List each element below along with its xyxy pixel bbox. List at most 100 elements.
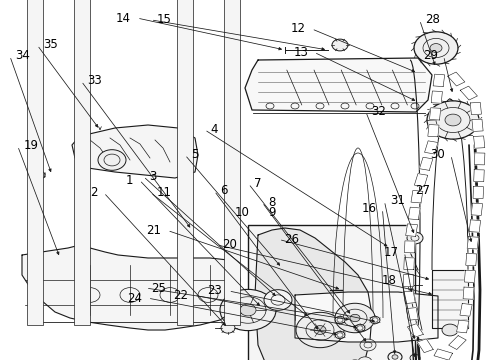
Circle shape <box>441 324 457 336</box>
Polygon shape <box>424 141 437 154</box>
Circle shape <box>331 39 347 51</box>
Circle shape <box>35 171 45 179</box>
Polygon shape <box>406 308 417 320</box>
Text: 7: 7 <box>254 177 261 190</box>
Text: 33: 33 <box>87 75 102 87</box>
Circle shape <box>295 312 343 348</box>
Polygon shape <box>430 91 442 103</box>
Text: 9: 9 <box>267 206 275 219</box>
Bar <box>224 0 240 325</box>
Polygon shape <box>447 336 465 350</box>
Text: 22: 22 <box>173 289 188 302</box>
Circle shape <box>220 289 275 330</box>
Text: 12: 12 <box>290 22 305 35</box>
Text: 28: 28 <box>425 13 439 26</box>
Text: 19: 19 <box>23 139 39 152</box>
Polygon shape <box>456 320 468 333</box>
Circle shape <box>98 150 126 170</box>
Text: 13: 13 <box>293 46 307 59</box>
Text: 4: 4 <box>210 123 217 136</box>
Circle shape <box>334 331 345 339</box>
Text: 16: 16 <box>361 202 376 215</box>
Text: 18: 18 <box>381 274 395 287</box>
Text: 26: 26 <box>284 233 299 246</box>
Circle shape <box>429 44 441 53</box>
Polygon shape <box>413 174 427 187</box>
Text: 32: 32 <box>371 105 386 118</box>
Text: 11: 11 <box>156 186 171 199</box>
Polygon shape <box>431 270 467 328</box>
Polygon shape <box>464 270 474 283</box>
Polygon shape <box>473 153 484 165</box>
Polygon shape <box>471 119 482 131</box>
Polygon shape <box>428 108 440 120</box>
Polygon shape <box>403 291 414 303</box>
Text: 35: 35 <box>43 39 58 51</box>
Polygon shape <box>462 287 473 299</box>
Text: 8: 8 <box>267 196 275 209</box>
Circle shape <box>426 101 478 139</box>
Text: 21: 21 <box>146 224 161 237</box>
Text: 31: 31 <box>389 194 404 207</box>
Polygon shape <box>403 258 413 270</box>
Text: 20: 20 <box>222 238 237 251</box>
Circle shape <box>313 325 325 334</box>
Polygon shape <box>294 292 437 342</box>
Polygon shape <box>470 203 482 216</box>
Polygon shape <box>465 253 476 266</box>
Polygon shape <box>433 349 451 360</box>
Text: 17: 17 <box>383 246 398 258</box>
Text: 6: 6 <box>220 184 227 197</box>
Polygon shape <box>469 102 481 115</box>
Polygon shape <box>254 228 371 360</box>
Polygon shape <box>410 190 422 203</box>
Circle shape <box>413 32 457 64</box>
Circle shape <box>264 290 291 310</box>
Circle shape <box>369 316 379 324</box>
Circle shape <box>221 323 235 333</box>
Polygon shape <box>459 303 471 316</box>
Polygon shape <box>419 157 432 170</box>
Text: 24: 24 <box>126 292 142 305</box>
Polygon shape <box>473 170 483 182</box>
Bar <box>177 0 193 325</box>
Text: 15: 15 <box>156 13 171 26</box>
Polygon shape <box>405 224 417 237</box>
Polygon shape <box>447 72 464 86</box>
Text: 1: 1 <box>126 174 133 186</box>
Text: 14: 14 <box>116 12 131 24</box>
Polygon shape <box>472 186 483 198</box>
Text: 5: 5 <box>190 148 198 161</box>
Polygon shape <box>244 58 431 112</box>
Polygon shape <box>473 136 484 148</box>
Text: 23: 23 <box>207 284 222 297</box>
Bar <box>247 225 414 360</box>
Polygon shape <box>416 339 432 353</box>
Text: 10: 10 <box>234 206 249 219</box>
Polygon shape <box>407 207 419 220</box>
Polygon shape <box>459 86 476 100</box>
Text: 27: 27 <box>414 184 429 197</box>
Polygon shape <box>432 74 444 87</box>
Polygon shape <box>427 125 438 137</box>
Circle shape <box>334 303 374 333</box>
Circle shape <box>354 324 364 332</box>
Polygon shape <box>22 245 240 330</box>
Circle shape <box>334 316 345 324</box>
Bar <box>74 0 90 325</box>
Polygon shape <box>468 220 480 232</box>
Polygon shape <box>407 324 423 337</box>
Text: 34: 34 <box>16 49 30 62</box>
Polygon shape <box>404 241 414 253</box>
Circle shape <box>349 314 359 322</box>
Bar <box>27 0 43 325</box>
Text: 29: 29 <box>422 49 437 62</box>
Text: 2: 2 <box>90 186 98 199</box>
Text: 25: 25 <box>151 282 166 294</box>
Circle shape <box>444 114 460 126</box>
Circle shape <box>240 304 256 316</box>
Circle shape <box>391 355 397 359</box>
Text: 3: 3 <box>149 170 156 183</box>
Circle shape <box>359 339 375 351</box>
Circle shape <box>357 357 371 360</box>
